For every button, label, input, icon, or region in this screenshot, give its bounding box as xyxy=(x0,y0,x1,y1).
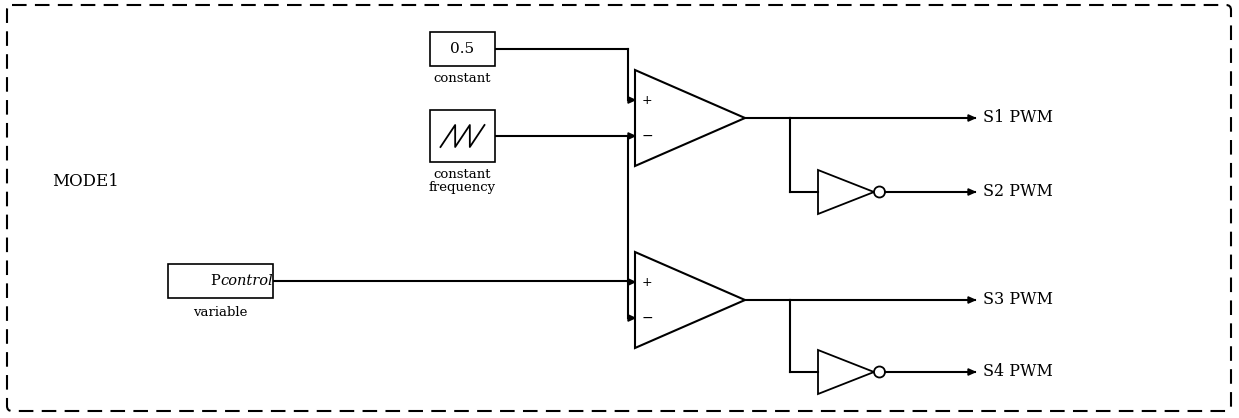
Polygon shape xyxy=(628,315,636,321)
Text: S4 PWM: S4 PWM xyxy=(983,364,1053,380)
Text: +: + xyxy=(642,275,652,288)
Text: constant: constant xyxy=(434,168,491,181)
Text: P: P xyxy=(209,274,219,288)
Polygon shape xyxy=(628,133,636,139)
Text: +: + xyxy=(642,94,652,107)
Bar xyxy=(169,264,273,298)
Polygon shape xyxy=(628,97,636,103)
Text: frequency: frequency xyxy=(429,181,496,194)
Text: S3 PWM: S3 PWM xyxy=(983,291,1053,308)
Text: control: control xyxy=(221,274,273,288)
Polygon shape xyxy=(968,115,975,121)
Text: 0.5: 0.5 xyxy=(451,42,475,56)
Text: S2 PWM: S2 PWM xyxy=(983,184,1053,201)
Polygon shape xyxy=(968,189,975,195)
Bar xyxy=(430,32,496,66)
Text: variable: variable xyxy=(193,306,248,319)
Text: −: − xyxy=(642,311,653,325)
Polygon shape xyxy=(628,279,636,285)
Text: constant: constant xyxy=(434,71,491,84)
Text: −: − xyxy=(642,129,653,143)
Text: S1 PWM: S1 PWM xyxy=(983,110,1053,127)
Text: MODE1: MODE1 xyxy=(52,173,119,191)
Bar xyxy=(430,110,496,162)
Polygon shape xyxy=(968,369,975,375)
Polygon shape xyxy=(968,297,975,303)
